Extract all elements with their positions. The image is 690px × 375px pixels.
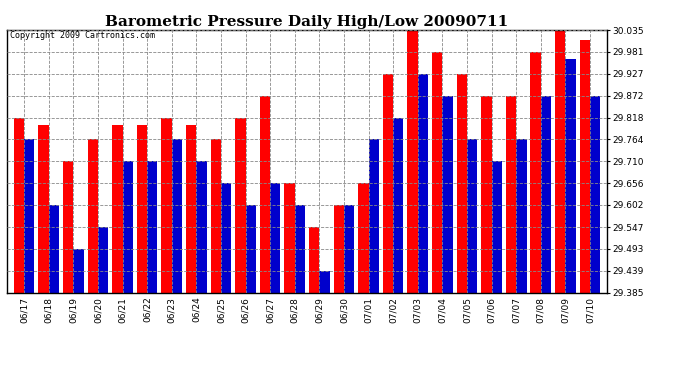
Bar (39, 125, 49, 292)
Bar (88, 140, 98, 292)
Bar (368, 140, 379, 292)
Bar (221, 183, 231, 292)
Title: Barometric Pressure Daily High/Low 20090711: Barometric Pressure Daily High/Low 20090… (106, 15, 509, 29)
Bar (565, 58, 575, 292)
Bar (407, 30, 417, 292)
Bar (344, 205, 354, 292)
Bar (98, 227, 108, 292)
Bar (197, 161, 207, 292)
Bar (555, 30, 565, 292)
Bar (123, 161, 133, 292)
Bar (14, 118, 24, 292)
Bar (147, 161, 157, 292)
Bar (531, 52, 541, 292)
Bar (284, 183, 295, 292)
Bar (516, 140, 526, 292)
Bar (246, 205, 256, 292)
Bar (186, 125, 197, 292)
Bar (270, 183, 280, 292)
Bar (24, 140, 34, 292)
Bar (161, 118, 172, 292)
Bar (590, 96, 600, 292)
Bar (432, 52, 442, 292)
Bar (172, 140, 182, 292)
Bar (319, 271, 330, 292)
Bar (491, 161, 502, 292)
Bar (580, 40, 590, 292)
Bar (506, 96, 516, 292)
Bar (358, 183, 368, 292)
Bar (137, 125, 147, 292)
Bar (73, 249, 83, 292)
Bar (334, 205, 344, 292)
Bar (309, 227, 319, 292)
Bar (541, 96, 551, 292)
Bar (210, 140, 221, 292)
Bar (112, 125, 123, 292)
Bar (63, 161, 73, 292)
Bar (295, 205, 305, 292)
Bar (235, 118, 246, 292)
Bar (481, 96, 491, 292)
Bar (457, 74, 467, 292)
Bar (417, 74, 428, 292)
Bar (393, 118, 404, 292)
Bar (442, 96, 453, 292)
Bar (49, 205, 59, 292)
Bar (467, 140, 477, 292)
Text: Copyright 2009 Cartronics.com: Copyright 2009 Cartronics.com (10, 32, 155, 40)
Bar (383, 74, 393, 292)
Bar (260, 96, 270, 292)
